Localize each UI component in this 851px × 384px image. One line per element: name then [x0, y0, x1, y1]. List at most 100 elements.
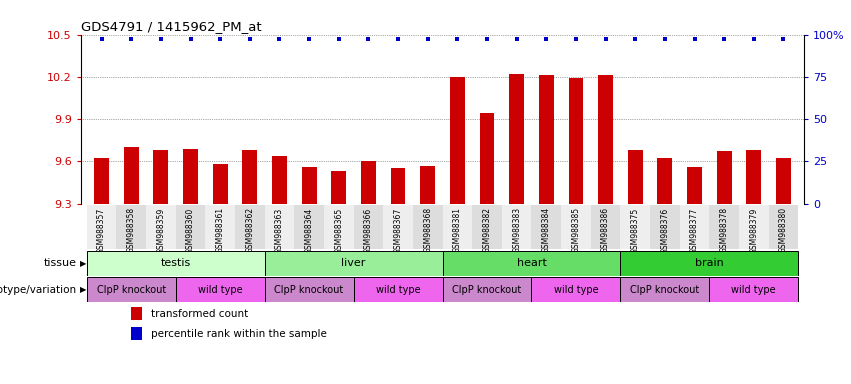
Bar	[443, 205, 472, 249]
Bar	[175, 205, 205, 249]
Bar	[183, 149, 198, 204]
Text: brain: brain	[695, 258, 723, 268]
Text: GSM988382: GSM988382	[483, 207, 492, 253]
Bar	[710, 205, 739, 249]
Bar	[717, 151, 732, 204]
Bar	[509, 74, 524, 204]
Text: GSM988359: GSM988359	[157, 207, 165, 253]
Text: GSM988386: GSM988386	[601, 207, 610, 253]
Point	[658, 36, 671, 43]
Point	[362, 36, 375, 43]
Point	[717, 36, 731, 43]
Text: ClpP knockout: ClpP knockout	[631, 285, 700, 295]
Bar	[710, 277, 798, 302]
Text: GSM988365: GSM988365	[334, 207, 343, 253]
Bar	[591, 205, 620, 249]
Text: genotype/variation: genotype/variation	[0, 285, 77, 295]
Text: GSM988378: GSM988378	[720, 207, 728, 253]
Text: testis: testis	[161, 258, 191, 268]
Text: GSM988377: GSM988377	[690, 207, 699, 253]
Text: GSM988364: GSM988364	[305, 207, 314, 253]
Point	[540, 36, 553, 43]
Point	[243, 36, 257, 43]
Bar	[205, 205, 235, 249]
Text: wild type: wild type	[732, 285, 776, 295]
Text: ▶: ▶	[80, 259, 87, 268]
Bar	[443, 277, 532, 302]
Text: GSM988376: GSM988376	[660, 207, 670, 253]
Bar	[568, 78, 583, 204]
Bar	[561, 205, 591, 249]
Bar	[146, 205, 175, 249]
Bar	[235, 205, 265, 249]
Bar	[768, 205, 798, 249]
Point	[421, 36, 435, 43]
Bar	[450, 77, 465, 204]
Text: GSM988375: GSM988375	[631, 207, 640, 253]
Bar	[265, 251, 443, 276]
Text: GSM988358: GSM988358	[127, 207, 136, 253]
Text: GSM988385: GSM988385	[571, 207, 580, 253]
Point	[450, 36, 464, 43]
Bar	[131, 307, 142, 320]
Bar	[302, 167, 317, 204]
Point	[124, 36, 138, 43]
Text: ClpP knockout: ClpP knockout	[275, 285, 344, 295]
Point	[391, 36, 405, 43]
Bar	[87, 205, 117, 249]
Text: GSM988367: GSM988367	[393, 207, 403, 253]
Text: GSM988379: GSM988379	[749, 207, 758, 253]
Text: GSM988362: GSM988362	[245, 207, 254, 253]
Text: percentile rank within the sample: percentile rank within the sample	[151, 329, 327, 339]
Bar	[620, 251, 798, 276]
Point	[184, 36, 197, 43]
Bar	[153, 150, 168, 204]
Bar	[532, 277, 620, 302]
Bar	[539, 75, 554, 204]
Text: GSM988360: GSM988360	[186, 207, 195, 253]
Bar	[87, 251, 265, 276]
Bar	[413, 205, 443, 249]
Bar	[265, 277, 353, 302]
Text: wild type: wild type	[376, 285, 420, 295]
Text: GDS4791 / 1415962_PM_at: GDS4791 / 1415962_PM_at	[81, 20, 261, 33]
Bar	[532, 205, 561, 249]
Point	[628, 36, 642, 43]
Text: GSM988368: GSM988368	[423, 207, 432, 253]
Point	[747, 36, 761, 43]
Text: GSM988357: GSM988357	[97, 207, 106, 253]
Text: GSM988366: GSM988366	[364, 207, 373, 253]
Text: ClpP knockout: ClpP knockout	[97, 285, 166, 295]
Text: GSM988381: GSM988381	[453, 207, 462, 253]
Bar	[213, 164, 227, 204]
Text: heart: heart	[517, 258, 546, 268]
Bar	[620, 277, 710, 302]
Text: transformed count: transformed count	[151, 309, 248, 319]
Text: ClpP knockout: ClpP knockout	[453, 285, 522, 295]
Text: GSM988384: GSM988384	[542, 207, 551, 253]
Point	[599, 36, 613, 43]
Bar	[353, 277, 443, 302]
Bar	[628, 150, 643, 204]
Bar	[739, 205, 768, 249]
Bar	[472, 205, 502, 249]
Bar	[117, 205, 146, 249]
Bar	[746, 150, 761, 204]
Text: GSM988383: GSM988383	[512, 207, 521, 253]
Bar	[353, 205, 383, 249]
Point	[214, 36, 227, 43]
Point	[332, 36, 346, 43]
Bar	[124, 147, 139, 204]
Text: wild type: wild type	[554, 285, 598, 295]
Bar	[361, 161, 376, 204]
Text: liver: liver	[341, 258, 366, 268]
Text: GSM988361: GSM988361	[215, 207, 225, 253]
Point	[154, 36, 168, 43]
Bar	[391, 168, 405, 204]
Bar	[680, 205, 710, 249]
Text: GSM988363: GSM988363	[275, 207, 284, 253]
Bar	[131, 327, 142, 340]
Bar	[620, 205, 650, 249]
Bar	[383, 205, 413, 249]
Bar	[265, 205, 294, 249]
